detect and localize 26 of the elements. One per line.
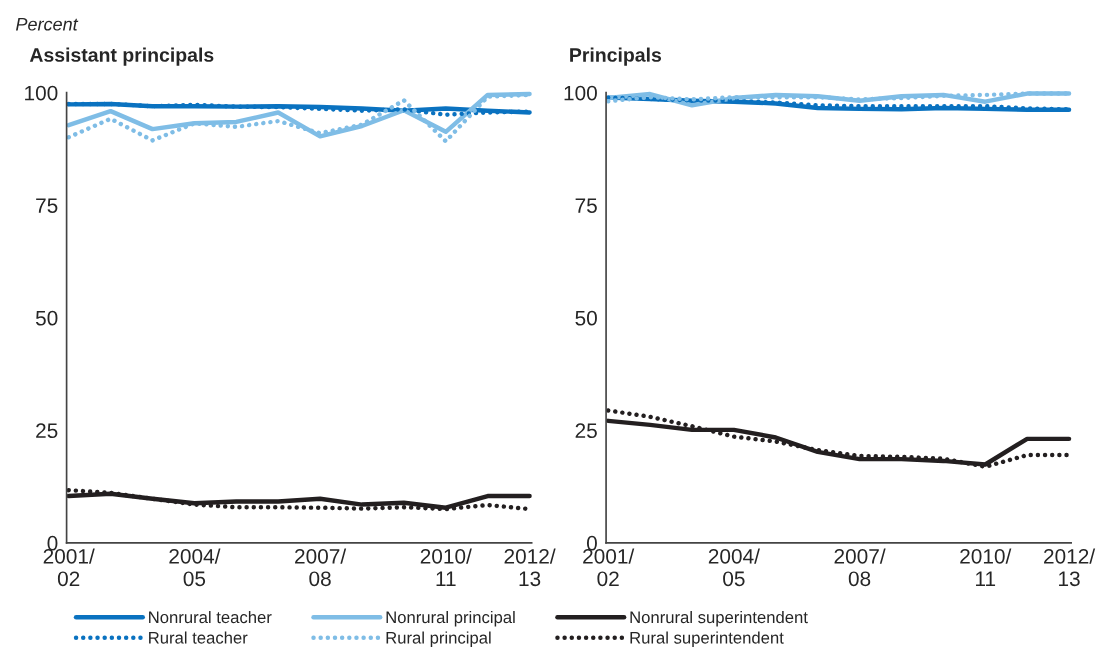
legend-label: Nonrural principal (386, 610, 515, 627)
x-tick-label: 2012/ 13 (1044, 548, 1096, 587)
y-tick-label: 100 (25, 85, 58, 101)
y-tick-label: 25 (36, 423, 58, 439)
x-tick-label: 2004/ 05 (708, 548, 760, 587)
y-tick-label: 50 (35, 310, 58, 326)
x-tick-label: 2007/ 08 (834, 548, 886, 587)
line-series (605, 408, 1072, 469)
y-tick-label: 25 (575, 423, 597, 439)
y-axis-title: Percent (16, 17, 79, 31)
x-tick-label: 2004/ 05 (169, 548, 221, 587)
x-tick-label: 2007/ 08 (295, 548, 347, 587)
legend-label: Nonrural superintendent (630, 610, 808, 627)
legend-label: Nonrural teacher (149, 610, 272, 624)
legend-label: Rural principal (386, 631, 491, 647)
x-tick-label: 2012/ 13 (504, 548, 556, 587)
legend-label: Rural teacher (149, 631, 248, 644)
y-tick-label: 75 (36, 198, 58, 213)
x-tick-label: 2010/ 11 (960, 548, 1012, 586)
legend-label: Rural superintendent (630, 631, 784, 647)
y-tick-label: 75 (575, 198, 597, 213)
x-tick-label: 2010/ 11 (420, 548, 472, 586)
chart-title: Principals (570, 47, 662, 66)
chart-title: Assistant principals (29, 47, 214, 66)
y-tick-label: 100 (564, 85, 597, 101)
y-tick-label: 50 (575, 310, 597, 326)
